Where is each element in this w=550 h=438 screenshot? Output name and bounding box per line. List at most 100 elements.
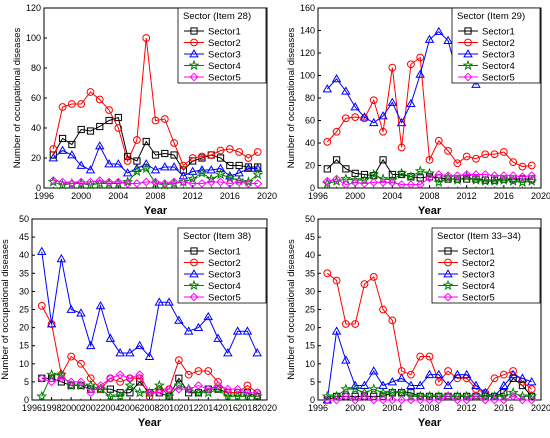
data-point [212, 383, 224, 394]
data-point [233, 384, 243, 394]
y-tick-label: 20 [31, 153, 41, 163]
x-tick-label: 2016 [494, 191, 514, 201]
data-point [46, 319, 57, 328]
data-point [113, 159, 124, 168]
legend-marker [188, 279, 200, 291]
data-point [160, 179, 170, 188]
data-point [378, 177, 388, 187]
x-tick-label: 2000 [71, 191, 91, 201]
data-point [135, 370, 145, 380]
data-point [37, 373, 47, 383]
data-point [490, 171, 499, 181]
legend-title: Sector (Item 33–34) [437, 231, 521, 242]
data-point [114, 113, 122, 122]
data-point [151, 116, 160, 125]
data-point [76, 160, 86, 169]
data-point [377, 173, 389, 184]
legend-marker [189, 49, 199, 58]
y-tick-label: 50 [19, 214, 29, 224]
data-point [75, 379, 87, 391]
data-point [415, 380, 425, 389]
data-point [206, 177, 216, 187]
data-point [527, 171, 537, 181]
data-point [47, 377, 56, 387]
data-point [434, 170, 444, 179]
data-point [414, 390, 426, 402]
data-point [67, 150, 77, 159]
y-tick-label: 80 [31, 63, 41, 73]
data-point [379, 156, 387, 164]
data-point [216, 146, 225, 155]
data-point [407, 370, 415, 379]
data-point [241, 390, 253, 402]
data-point [86, 127, 95, 135]
x-tick-label: 2014 [198, 403, 218, 413]
data-point [341, 180, 351, 190]
data-point [216, 154, 225, 162]
data-point [85, 379, 97, 391]
x-tick-label: 2008 [139, 403, 159, 413]
data-point [226, 161, 234, 170]
legend-entry: Sector1 [208, 27, 241, 38]
data-point [452, 395, 462, 405]
legend-title: Sector (Item 29) [457, 11, 525, 22]
x-tick-label: 2012 [179, 403, 199, 413]
data-point [125, 373, 135, 383]
data-point [243, 163, 254, 172]
data-point [434, 395, 444, 405]
data-point [517, 373, 528, 382]
data-point [415, 395, 425, 405]
data-point [508, 369, 518, 379]
data-point [368, 117, 379, 127]
x-tick-label: 2012 [457, 191, 477, 201]
data-point [132, 179, 142, 188]
data-point [142, 137, 150, 146]
series-sector3 [37, 246, 262, 360]
data-point [223, 384, 233, 394]
data-point [443, 391, 453, 401]
data-point [252, 348, 262, 357]
data-point [350, 395, 360, 405]
legend-entry: Sector4 [208, 61, 241, 72]
data-point [407, 60, 415, 69]
data-point [463, 175, 471, 183]
y-tick-label: 0 [24, 395, 29, 405]
data-point [170, 139, 178, 147]
data-point [470, 174, 482, 185]
y-tick-label: 40 [31, 123, 41, 133]
data-point [442, 390, 454, 402]
data-point [387, 177, 397, 187]
data-point [443, 380, 453, 389]
data-point [242, 326, 253, 335]
data-point [472, 154, 480, 163]
data-point [207, 151, 216, 159]
data-point [223, 348, 233, 357]
data-point [252, 388, 262, 398]
data-point [369, 395, 379, 405]
legend-marker [443, 269, 453, 278]
data-point [415, 180, 425, 190]
legend: Sector (Item 28)Sector1Sector2Sector3Sec… [177, 7, 267, 84]
legend-marker [463, 72, 473, 82]
data-point [498, 174, 510, 185]
data-point [215, 168, 226, 180]
data-point [349, 383, 361, 394]
y-tick-label: 10 [19, 359, 29, 369]
data-point [388, 316, 397, 325]
legend-marker [444, 247, 452, 255]
data-point [253, 179, 263, 188]
data-point [451, 390, 463, 402]
data-point [104, 177, 114, 187]
series-sector5 [322, 391, 537, 405]
data-point [443, 35, 453, 45]
y-axis-label: Number of occupational diseases [0, 239, 11, 380]
legend-marker [189, 72, 199, 82]
legend-marker [190, 38, 198, 47]
x-tick-label: 2016 [494, 403, 514, 413]
data-point [243, 388, 252, 398]
data-point [526, 390, 538, 402]
data-point [321, 390, 333, 402]
x-tick-label: 2000 [61, 403, 81, 413]
data-point [416, 352, 425, 361]
data-point [397, 180, 407, 190]
